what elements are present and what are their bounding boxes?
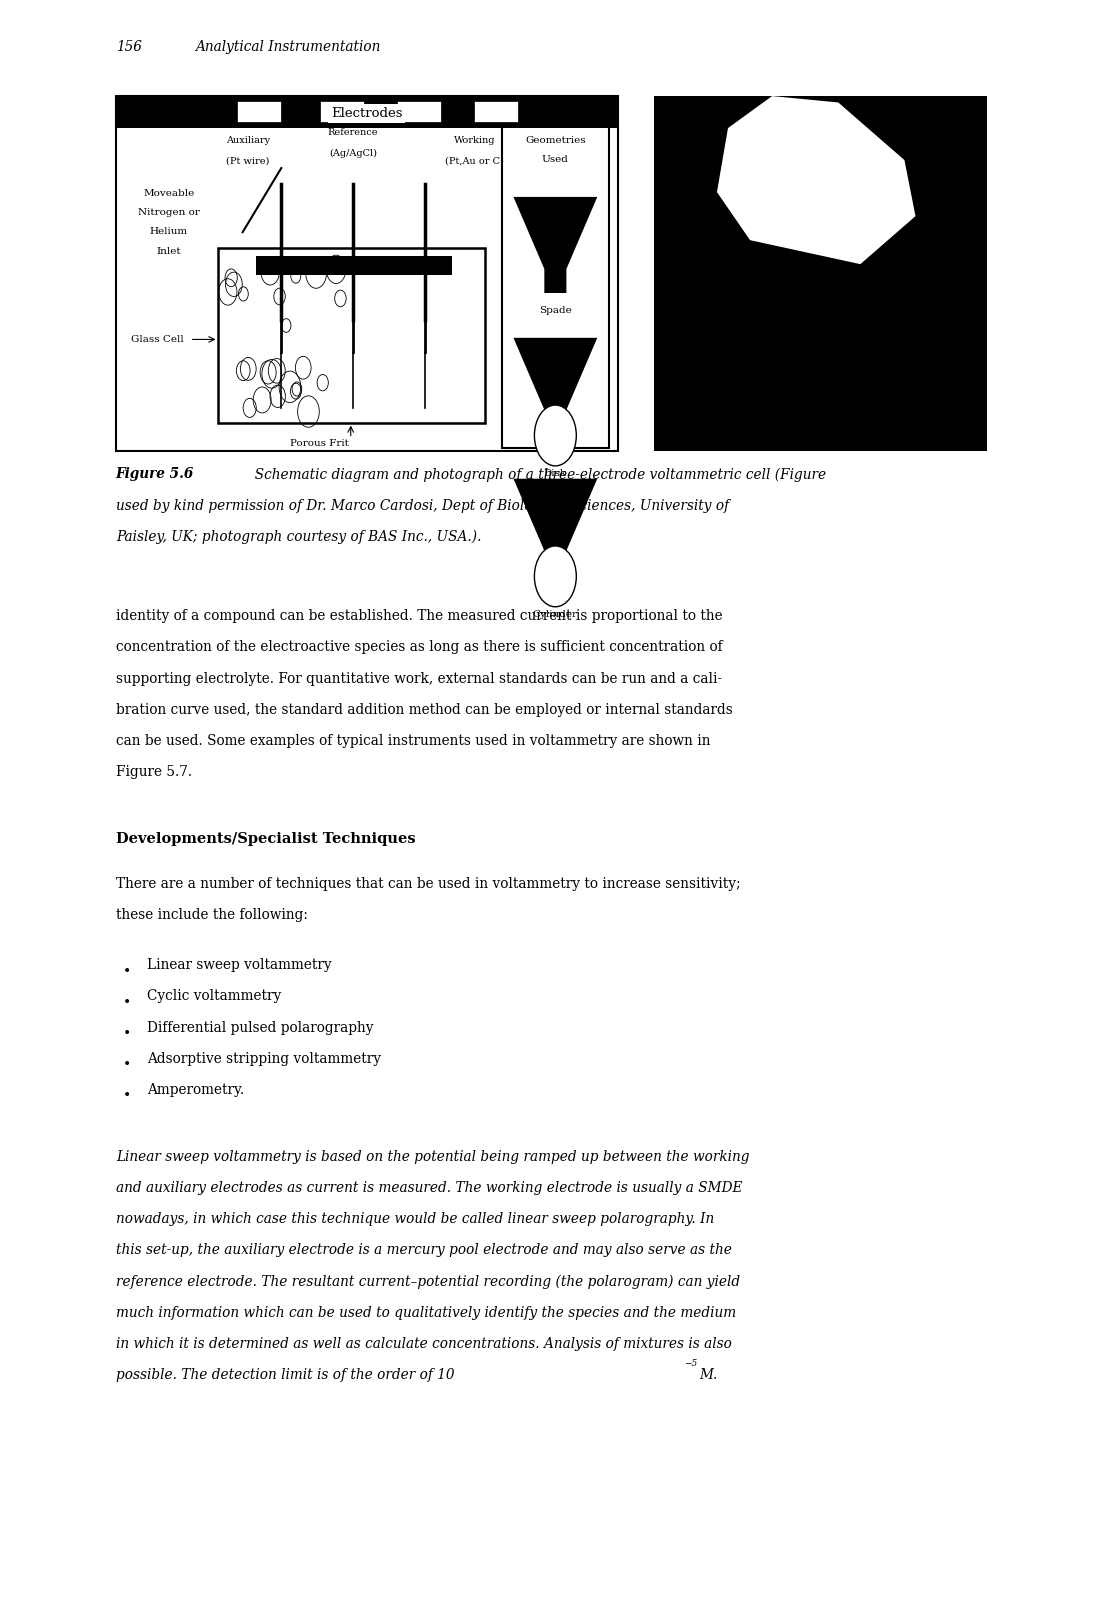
Text: Nitrogen or: Nitrogen or [138,208,200,218]
Text: Cylinder: Cylinder [533,610,578,620]
Text: Figure 5.6: Figure 5.6 [116,467,194,482]
Text: •: • [122,964,131,978]
Text: M.: M. [699,1367,718,1382]
Text: −5: −5 [684,1359,697,1369]
Text: 156: 156 [116,40,141,54]
Bar [116,96,618,451]
Text: Glass Cell: Glass Cell [131,335,184,344]
Text: Reference: Reference [328,128,378,138]
Text: Inlet: Inlet [157,247,181,256]
Text: Geometries: Geometries [525,136,586,146]
Bar [256,256,452,275]
Text: Cyclic voltammetry: Cyclic voltammetry [147,989,281,1004]
Text: this set-up, the auxiliary electrode is a mercury pool electrode and may also se: this set-up, the auxiliary electrode is … [116,1244,731,1257]
Text: (Ag/AgCl): (Ag/AgCl) [329,149,377,158]
Text: Analytical Instrumentation: Analytical Instrumentation [195,40,381,54]
Text: bration curve used, the standard addition method can be employed or internal sta: bration curve used, the standard additio… [116,703,732,717]
Bar [218,248,485,423]
Text: much information which can be used to qualitatively identify the species and the: much information which can be used to qu… [116,1306,736,1319]
Polygon shape [717,96,915,264]
Circle shape [535,546,577,607]
Text: Paisley, UK; photograph courtesy of BAS Inc., USA.).: Paisley, UK; photograph courtesy of BAS … [116,530,481,544]
Text: can be used. Some examples of typical instruments used in voltammetry are shown : can be used. Some examples of typical in… [116,733,710,748]
Text: Adsorptive stripping voltammetry: Adsorptive stripping voltammetry [147,1052,381,1066]
Text: •: • [122,1028,131,1041]
Text: Helium: Helium [150,227,188,237]
Text: (Pt wire): (Pt wire) [226,157,270,167]
Text: identity of a compound can be established. The measured current is proportional : identity of a compound can be establishe… [116,608,722,623]
Bar [654,96,987,451]
Text: possible. The detection limit is of the order of 10: possible. The detection limit is of the … [116,1367,454,1382]
Text: nowadays, in which case this technique would be called linear sweep polarography: nowadays, in which case this technique w… [116,1212,714,1226]
Text: Linear sweep voltammetry: Linear sweep voltammetry [147,957,331,972]
Text: Developments/Specialist Techniques: Developments/Specialist Techniques [116,833,416,845]
Polygon shape [514,338,598,434]
Bar [502,101,609,448]
Text: and auxiliary electrodes as current is measured. The working electrode is usuall: and auxiliary electrodes as current is m… [116,1182,742,1194]
Text: Figure 5.7.: Figure 5.7. [116,765,192,780]
Text: Auxiliary: Auxiliary [226,136,270,146]
Text: Amperometry.: Amperometry. [147,1084,244,1097]
Text: There are a number of techniques that can be used in voltammetry to increase sen: There are a number of techniques that ca… [116,877,740,890]
Text: these include the following:: these include the following: [116,908,308,922]
Text: •: • [122,1058,131,1073]
Bar [397,101,441,122]
Text: Porous Frit: Porous Frit [290,439,350,448]
Text: Moveable: Moveable [143,189,194,199]
Text: Electrodes: Electrodes [331,107,403,120]
Text: concentration of the electroactive species as long as there is sufficient concen: concentration of the electroactive speci… [116,640,722,655]
Text: Schematic diagram and photograph of a three-electrode voltammetric cell (Figure: Schematic diagram and photograph of a th… [246,467,826,482]
Text: Disk: Disk [544,469,567,479]
Text: Linear sweep voltammetry is based on the potential being ramped up between the w: Linear sweep voltammetry is based on the… [116,1150,749,1164]
Polygon shape [514,479,598,575]
Polygon shape [514,197,598,293]
Text: (Pt,Au or C): (Pt,Au or C) [445,157,504,167]
Bar [320,101,364,122]
Text: Used: Used [542,155,569,165]
Text: supporting electrolyte. For quantitative work, external standards can be run and: supporting electrolyte. For quantitative… [116,672,722,685]
Text: Electrode: Electrode [529,117,581,126]
Circle shape [535,405,577,466]
Bar [237,101,281,122]
Text: •: • [122,1090,131,1103]
Text: in which it is determined as well as calculate concentrations. Analysis of mixtu: in which it is determined as well as cal… [116,1337,731,1351]
Text: used by kind permission of Dr. Marco Cardosi, Dept of Biological Sciences, Unive: used by kind permission of Dr. Marco Car… [116,500,729,512]
Text: •: • [122,996,131,1010]
Text: Working: Working [453,136,495,146]
Text: Differential pulsed polarography: Differential pulsed polarography [147,1021,373,1034]
Text: reference electrode. The resultant current–potential recording (the polarogram) : reference electrode. The resultant curre… [116,1274,740,1289]
Bar [474,101,518,122]
Text: Spade: Spade [539,306,571,315]
Bar [116,96,618,128]
